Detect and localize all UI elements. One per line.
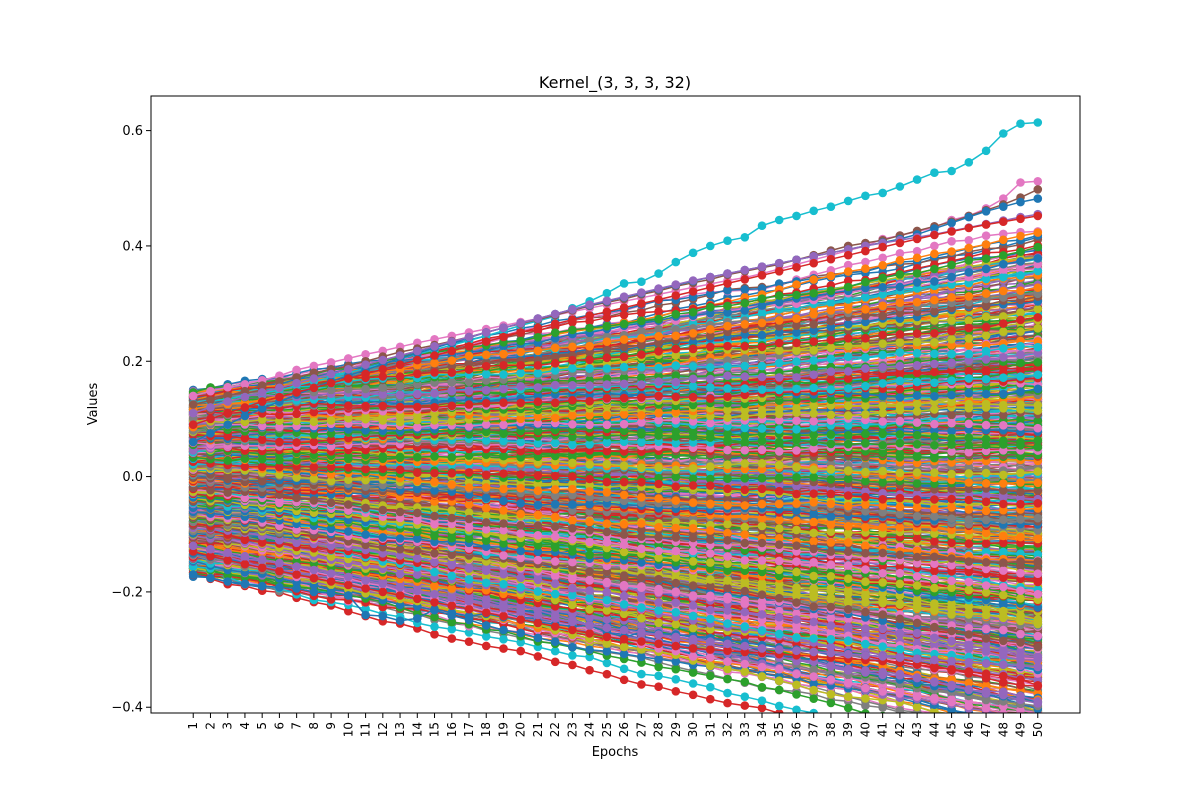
series-point xyxy=(672,687,681,696)
series-point xyxy=(637,680,646,689)
series-point xyxy=(775,702,784,711)
series-point xyxy=(568,661,577,670)
series-point xyxy=(551,658,560,667)
series-point xyxy=(603,659,612,668)
series-point xyxy=(689,691,698,700)
series-point xyxy=(654,682,663,691)
series-point xyxy=(723,699,732,708)
series-point xyxy=(499,644,508,653)
series-point xyxy=(706,695,715,704)
series-point xyxy=(620,676,629,685)
series-point xyxy=(827,699,836,708)
series-point xyxy=(448,634,457,643)
series-point xyxy=(654,672,663,681)
series-point xyxy=(482,642,491,651)
series-point xyxy=(758,696,767,705)
series-point xyxy=(637,670,646,679)
series-point xyxy=(516,647,525,656)
series-point xyxy=(465,637,474,646)
series-point xyxy=(723,689,732,698)
series-point xyxy=(741,692,750,701)
series-point xyxy=(430,622,439,631)
series-point xyxy=(689,679,698,688)
series-point xyxy=(792,690,801,699)
series-point xyxy=(706,672,715,681)
series-point xyxy=(430,630,439,639)
series-point xyxy=(689,668,698,677)
series-point xyxy=(706,683,715,692)
series-point xyxy=(672,665,681,674)
series-point xyxy=(672,675,681,684)
series-point xyxy=(758,683,767,692)
series-point xyxy=(534,652,543,661)
series-point xyxy=(620,665,629,674)
series-point xyxy=(809,694,818,703)
series-point xyxy=(844,704,853,713)
series-point xyxy=(654,663,663,672)
series-point xyxy=(723,675,732,684)
series-point xyxy=(603,670,612,679)
series-point xyxy=(568,651,577,660)
series-point xyxy=(741,701,750,710)
series-point xyxy=(775,686,784,695)
series-point xyxy=(585,666,594,675)
series-point xyxy=(499,635,508,644)
series-point xyxy=(741,678,750,687)
